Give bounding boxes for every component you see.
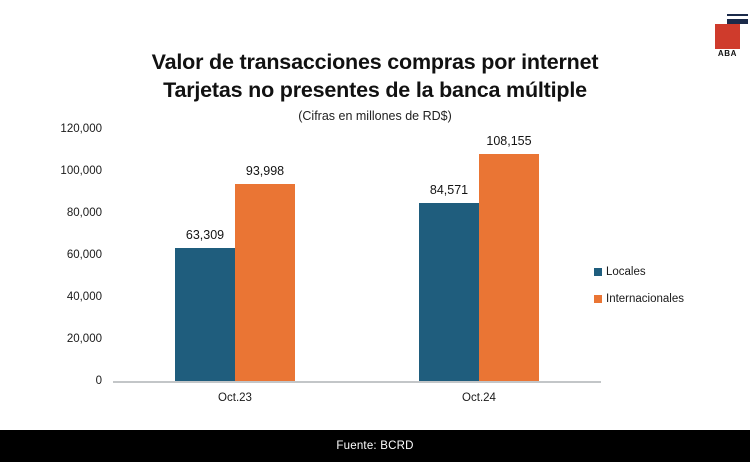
bar-chart: 0 20,000 40,000 60,000 80,000 100,000 120,000 … — [36, 0, 744, 430]
bar-value-label: 108,155 — [486, 133, 532, 148]
bar-value-label: 84,571 — [429, 183, 469, 198]
legend-label: Locales — [606, 266, 646, 278]
y-axis-tick-label: 20,000 — [66, 333, 102, 345]
chart-title-line-2: Tarjetas no presentes de la banca múltip… — [163, 78, 587, 102]
chart-legend: Locales Internacionales — [594, 265, 744, 319]
y-axis-tick-label: 40,000 — [66, 291, 102, 303]
y-axis-tick-labels: 0 20,000 40,000 60,000 80,000 100,000 120,000 — [36, 0, 102, 430]
title-block: Valor de transacciones compras por inter… — [0, 48, 750, 124]
y-axis-tick-label: 100,000 — [60, 165, 102, 177]
y-axis-tick-label: 120,000 — [60, 123, 102, 135]
logo-text: ABA — [717, 49, 738, 58]
source-text: Fuente: BCRD — [336, 440, 414, 452]
bar-locales-oct23[interactable] — [175, 248, 235, 381]
logo-navy-bar — [727, 14, 748, 24]
y-axis-tick-label: 60,000 — [66, 249, 102, 261]
x-axis-line — [113, 381, 601, 383]
legend-item-locales[interactable]: Locales — [594, 265, 744, 279]
bar-internacionales-oct23[interactable] — [235, 183, 295, 381]
legend-swatch-icon — [594, 268, 602, 276]
legend-item-internacionales[interactable]: Internacionales — [594, 292, 744, 306]
logo-navy-bar-stripe — [727, 16, 748, 19]
bar-value-label: 63,309 — [185, 228, 225, 243]
x-axis-category-label: Oct.24 — [462, 392, 496, 404]
y-axis-tick-label: 0 — [95, 375, 102, 387]
chart-subtitle: (Cifras en millones de RD$) — [298, 109, 452, 123]
bar-locales-oct24[interactable] — [419, 203, 479, 381]
x-axis-category-label: Oct.23 — [218, 392, 252, 404]
legend-swatch-icon — [594, 295, 602, 303]
chart-title-line-1: Valor de transacciones compras por inter… — [151, 50, 599, 74]
footer-bar: Fuente: BCRD — [0, 430, 750, 462]
plot-area: 63,309 93,998 84,571 108,155 — [113, 129, 601, 381]
aba-logo: ABA — [714, 14, 748, 60]
bar-internacionales-oct24[interactable] — [479, 153, 539, 381]
logo-red-square — [715, 24, 740, 49]
bar-value-label: 93,998 — [245, 163, 285, 178]
legend-label: Internacionales — [606, 293, 684, 305]
y-axis-tick-label: 80,000 — [66, 207, 102, 219]
